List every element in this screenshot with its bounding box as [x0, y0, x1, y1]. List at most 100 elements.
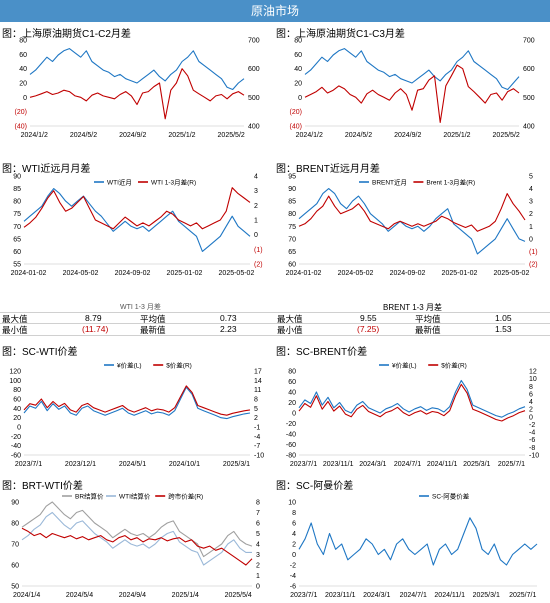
y-tick-left-p5: 0 — [17, 425, 21, 432]
y-tick-left-p1: 60 — [19, 52, 27, 59]
stats-wti-min: (11.74) — [82, 324, 109, 334]
y-tick-left-p5: -40 — [11, 443, 21, 450]
x-tick-p2: 2025/5/2 — [493, 132, 520, 139]
stats-wti-label-avg: 平均值 — [140, 314, 166, 324]
x-tick-p1: 2025/5/2 — [218, 132, 245, 139]
y-tick-left-p4: 80 — [288, 211, 296, 218]
chart-svg-p5: 120 100 80 60 40 20 0 -20 -40 -60 17 14 11 8 5 2 -1 -4 -7 -… — [9, 360, 264, 468]
y-tick-left-p6: -20 — [286, 421, 296, 428]
stats-wti-header: WTI 1-3 月差 — [120, 304, 161, 311]
x-tick-p6: 2024/11/1 — [427, 461, 458, 468]
y-tick-left-p4: 85 — [288, 199, 296, 206]
y-tick-left-p1: 40 — [19, 66, 27, 73]
y-tick-right-p1: 600 — [248, 66, 260, 73]
legend-label-p7-1: WTI结算价 — [119, 491, 151, 500]
x-tick-p4: 2024-05-02 — [338, 270, 374, 277]
stats-wti-avg: 0.73 — [220, 313, 237, 323]
y-tick-left-p4: 60 — [288, 262, 296, 269]
x-tick-p1: 2024/9/2 — [119, 132, 146, 139]
chart-svg-p3: 90 85 80 75 70 65 60 55 4 3 2 1 0 (1) (2) 2024-01-02 202… — [11, 174, 263, 278]
y-tick-right-p2: 400 — [523, 124, 535, 131]
y-tick-right-p4: 0 — [529, 236, 533, 243]
stats-brent-label-min: 最小值 — [277, 325, 303, 335]
series-line-p6-0 — [298, 379, 526, 418]
panel-title-sc-oman: 图：SC-阿曼价差 — [276, 481, 354, 492]
y-tick-left-p8: 0 — [292, 552, 296, 559]
y-tick-left-p1: (20) — [15, 109, 27, 116]
y-tick-left-p7: 90 — [11, 500, 19, 507]
y-tick-right-p6: 10 — [529, 376, 537, 383]
y-tick-right-p7: 0 — [256, 584, 260, 591]
x-tick-p8: 2023/7/1 — [290, 592, 317, 599]
series-line-p1-0 — [29, 48, 245, 91]
x-tick-p8: 2025/3/1 — [473, 592, 500, 599]
series-line-p2-1 — [304, 64, 520, 123]
legend-label-p3-1: WTI 1-3月差(R) — [151, 177, 196, 186]
y-tick-right-p5: 17 — [254, 369, 262, 376]
y-tick-right-p5: -1 — [254, 425, 260, 432]
stats-wti-label-latest: 最新值 — [140, 325, 166, 335]
y-tick-right-p1: 500 — [248, 95, 260, 102]
series-line-p2-0 — [304, 48, 520, 91]
y-tick-left-p5: 120 — [9, 369, 21, 376]
chart-svg-p7: 90 80 70 60 50 8 7 6 5 4 3 2 1 0 2024/1/4 2024/5/4 2024/… — [11, 491, 260, 599]
panel-title-sc-c1c2: 图：上海原油期货C1-C2月差 — [2, 29, 131, 40]
legend-label-p6-1: $价差(R) — [441, 360, 467, 369]
y-tick-left-p3: 65 — [13, 236, 21, 243]
y-tick-left-p6: 20 — [288, 400, 296, 407]
y-tick-left-p5: -60 — [11, 453, 21, 460]
y-tick-right-p5: -4 — [254, 434, 260, 441]
y-tick-left-p8: 8 — [292, 510, 296, 517]
stats-wti-label-min: 最小值 — [2, 325, 28, 335]
x-tick-p5: 2023/12/1 — [65, 461, 96, 468]
legend-label-p5-0: ¥价差(L) — [117, 360, 142, 369]
y-tick-right-p2: 500 — [523, 95, 535, 102]
legend-label-p6-0: ¥价差(L) — [392, 360, 417, 369]
x-tick-p6: 2023/7/1 — [290, 461, 317, 468]
x-tick-p2: 2024/9/2 — [394, 132, 421, 139]
y-tick-right-p2: 700 — [523, 38, 535, 45]
legend-label-p4-1: Brent 1-3月差(R) — [426, 177, 475, 186]
stats-brent-header: BRENT 1-3 月差 — [383, 303, 442, 312]
x-tick-p8: 2024/3/1 — [363, 592, 390, 599]
y-tick-right-p3: 1 — [254, 218, 258, 225]
series-line-p6-1 — [298, 383, 526, 422]
y-tick-left-p1: (40) — [15, 124, 27, 131]
y-tick-left-p8: -4 — [290, 573, 296, 580]
series-line-p5-0 — [23, 386, 251, 420]
x-tick-p3: 2025-01-02 — [167, 270, 203, 277]
x-tick-p5: 2024/10/1 — [169, 461, 200, 468]
panel-title-sc-brent: 图：SC-BRENT价差 — [276, 347, 368, 358]
y-tick-left-p1: 80 — [19, 38, 27, 45]
series-line-p7-0 — [21, 501, 253, 558]
y-tick-left-p8: 6 — [292, 521, 296, 528]
y-tick-right-p7: 2 — [256, 563, 260, 570]
x-tick-p5: 2023/7/1 — [15, 461, 42, 468]
x-tick-p5: 2025/3/1 — [223, 461, 250, 468]
y-tick-left-p5: 20 — [13, 415, 21, 422]
y-tick-left-p5: -20 — [11, 434, 21, 441]
y-tick-left-p6: -60 — [286, 442, 296, 449]
y-tick-left-p8: -6 — [290, 584, 296, 591]
y-tick-right-p3: 3 — [254, 188, 258, 195]
y-tick-right-p5: -10 — [254, 453, 264, 460]
y-tick-left-p3: 90 — [13, 174, 21, 181]
y-tick-right-p4: 1 — [529, 224, 533, 231]
series-line-p7-1 — [21, 511, 252, 566]
y-tick-right-p6: 2 — [529, 407, 533, 414]
y-tick-left-p5: 80 — [13, 387, 21, 394]
chart-brt-wti: 90 80 70 60 50 8 7 6 5 4 3 2 1 0 2024/1/4 2024/5/4 2024/… — [0, 488, 275, 601]
y-tick-left-p6: 0 — [292, 411, 296, 418]
x-tick-p8: 2025/7/1 — [509, 592, 536, 599]
chart-svg-p1: 80 60 40 20 0 (20) (40) 700 600 500 400 2024/1/2 202… — [15, 38, 260, 140]
legend-label-p7-2: 跨市价差(R) — [168, 491, 203, 500]
y-tick-right-p4: 5 — [529, 174, 533, 181]
y-tick-right-p4: (1) — [529, 249, 538, 256]
y-tick-left-p3: 60 — [13, 249, 21, 256]
y-tick-right-p7: 8 — [256, 500, 260, 507]
legend-label-p7-0: BR结算价 — [75, 491, 104, 500]
y-tick-left-p2: 60 — [294, 52, 302, 59]
stats-brent-label-latest: 最新值 — [415, 325, 441, 335]
y-tick-left-p4: 65 — [288, 249, 296, 256]
y-tick-right-p7: 1 — [256, 573, 260, 580]
